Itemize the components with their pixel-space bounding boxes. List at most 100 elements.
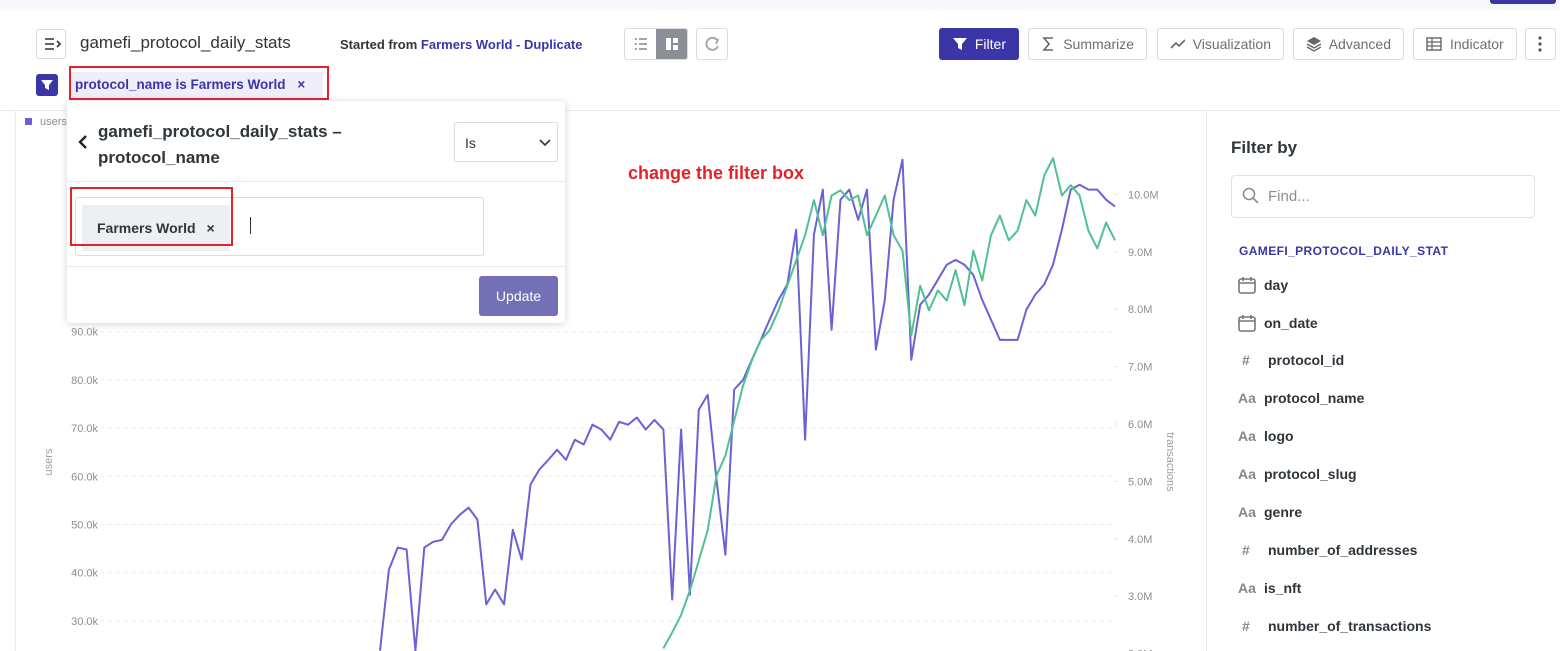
top-strip — [0, 0, 1560, 10]
y2-tick-label: 8.0M — [1128, 304, 1152, 316]
field-item[interactable]: Aa logo — [1238, 428, 1294, 444]
field-type: Aa — [1238, 504, 1256, 520]
summarize-button[interactable]: Summarize — [1028, 28, 1147, 60]
toggle-icon — [45, 38, 62, 50]
y2-tick-label: 7.0M — [1128, 362, 1152, 374]
y-tick-label: 30.0k — [71, 616, 98, 628]
filter-popup: gamefi_protocol_daily_stats – protocol_n… — [67, 101, 565, 323]
legend-label: users — [40, 116, 67, 128]
operator: Is — [465, 135, 476, 151]
indicator-button[interactable]: Indicator — [1413, 28, 1517, 60]
line-series — [379, 158, 1116, 651]
line-series — [662, 157, 1116, 649]
field-type — [1238, 276, 1264, 294]
icon — [953, 38, 967, 50]
view-toggle — [624, 28, 688, 60]
field-type: Aa — [1238, 466, 1256, 482]
field-item[interactable]: # number_of_transactions — [1238, 618, 1431, 634]
field-item[interactable]: Aa protocol_name — [1238, 390, 1364, 406]
y-axis-label: users — [43, 448, 55, 475]
field-name: protocol_slug — [1264, 466, 1357, 482]
field-name: protocol_id — [1268, 352, 1345, 368]
icon — [1426, 37, 1442, 51]
field-name: number_of_transactions — [1268, 618, 1432, 634]
label: Filter — [974, 36, 1006, 52]
highlight-box — [69, 66, 329, 100]
field-type: Aa — [1238, 580, 1256, 596]
icon — [1170, 39, 1185, 49]
left-border — [15, 110, 16, 651]
y-tick-label: 40.0k — [71, 568, 98, 580]
y-tick-label: 90.0k — [71, 327, 98, 339]
field-type: Aa — [1238, 428, 1256, 444]
back-arrow[interactable] — [75, 134, 91, 150]
y2-tick-label: 2.0M — [1128, 649, 1152, 651]
field-item[interactable]: on_date — [1238, 314, 1318, 332]
operator-select[interactable]: Is — [454, 122, 558, 162]
popup-divider — [67, 266, 565, 267]
field-item[interactable]: Aa genre — [1238, 504, 1302, 520]
source-link[interactable]: Farmers World - Duplicate — [420, 37, 583, 52]
field-name: is_nft — [1264, 580, 1302, 596]
field-item[interactable]: Aa is_nft — [1238, 580, 1301, 596]
filter-icon[interactable] — [36, 74, 58, 96]
started-label: Started from — [340, 37, 418, 52]
y-tick-label: 70.0k — [71, 423, 98, 435]
started-from: Started from Farmers World - Duplicate — [340, 37, 583, 52]
refresh[interactable] — [696, 28, 728, 60]
more-button[interactable] — [1525, 28, 1556, 60]
top-button[interactable] — [1490, 0, 1556, 4]
field-name: day — [1264, 277, 1289, 293]
value-label: Farmers World — [97, 220, 196, 236]
field-name: protocol_name — [1264, 390, 1365, 406]
chart: users transactions 30.0k 40.0k 50.0k 60.0k 7… — [25, 116, 1176, 651]
value-chip: Farmers World × — [82, 205, 230, 251]
search-placeholder: Find... — [1268, 188, 1310, 205]
divider — [0, 110, 1560, 111]
update-button[interactable]: Update — [479, 276, 558, 316]
sidebar-toggle[interactable] — [36, 29, 66, 59]
label: Indicator — [1450, 36, 1504, 52]
filter-chip[interactable]: protocol_name is Farmers World × — [71, 72, 323, 98]
y-tick-label: 80.0k — [71, 375, 98, 387]
field-type: Aa — [1238, 390, 1256, 406]
field-type: # — [1242, 352, 1250, 368]
title-line: protocol_name — [98, 148, 220, 167]
y2-tick-label: 10.0M — [1128, 189, 1159, 201]
label: Advanced — [1328, 36, 1391, 52]
field-item[interactable]: # protocol_id — [1238, 352, 1344, 368]
y-tick-label: 50.0k — [71, 519, 98, 531]
search-box[interactable]: Find... — [1231, 175, 1535, 218]
list-view[interactable] — [625, 29, 656, 59]
field-name: genre — [1264, 504, 1303, 520]
icon — [1306, 37, 1321, 52]
highlight-box — [70, 187, 233, 246]
field-item[interactable]: day — [1238, 276, 1288, 294]
field-name: logo — [1264, 428, 1294, 444]
y2-tick-label: 5.0M — [1128, 476, 1152, 488]
label: Summarize — [1063, 36, 1134, 52]
y2-tick-label: 4.0M — [1128, 534, 1152, 546]
text-cursor — [250, 217, 251, 234]
filter-button[interactable]: Filter — [939, 28, 1019, 60]
advanced-button[interactable]: Advanced — [1293, 28, 1404, 60]
legend-swatch — [25, 118, 32, 125]
visualization-button[interactable]: Visualization — [1157, 28, 1284, 60]
y-tick-label: 60.0k — [71, 471, 98, 483]
field-type — [1238, 314, 1264, 332]
field-name: number_of_addresses — [1268, 542, 1418, 558]
field-item[interactable]: Aa protocol_slug — [1238, 466, 1357, 482]
panel-view[interactable] — [656, 29, 687, 59]
y2-tick-label: 9.0M — [1128, 247, 1152, 259]
table-name: GAMEFI_PROTOCOL_DAILY_STAT — [1239, 244, 1449, 258]
chip-remove[interactable]: × — [297, 77, 306, 92]
field-type: # — [1242, 542, 1250, 558]
popup-divider — [67, 181, 565, 182]
value-input[interactable] — [75, 197, 484, 256]
popup-title: gamefi_protocol_daily_stats – protocol_n… — [98, 119, 342, 171]
value-remove[interactable]: × — [206, 220, 215, 236]
y2-axis-label: transactions — [1164, 432, 1176, 492]
field-item[interactable]: # number_of_addresses — [1238, 542, 1417, 558]
label: Visualization — [1192, 36, 1271, 52]
